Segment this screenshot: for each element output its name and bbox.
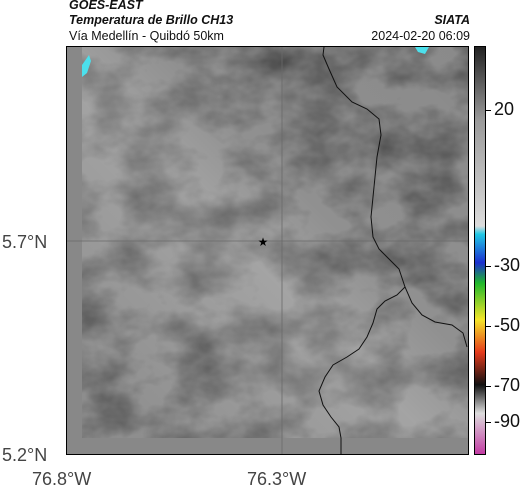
colorbar-label-minus-50: -50 (494, 315, 521, 335)
colorbar-tick-mark (486, 110, 491, 111)
lat-tick-5-7: 5.7°N (2, 232, 48, 252)
colorbar-label-minus-30: -30 (494, 255, 521, 275)
temperature-colorbar (474, 46, 486, 455)
colorbar-label-minus-90: -90 (494, 411, 521, 431)
colorbar-label-20: 20 (494, 99, 515, 119)
lon-tick-76-3: 76.3°W (247, 469, 307, 489)
brightness-temperature-image: ★ (67, 47, 468, 454)
star-icon: ★ (258, 235, 269, 249)
organization-label: SIATA (434, 13, 470, 27)
municipal-boundary (318, 286, 406, 454)
department-boundary (322, 47, 468, 348)
colorbar-label-minus-70: -70 (494, 375, 521, 395)
lon-tick-76-8: 76.8°W (32, 469, 92, 489)
region-subtitle: Vía Medellín - Quibdó 50km (69, 29, 224, 43)
lat-tick-5-2: 5.2°N (2, 445, 48, 465)
datetime-label: 2024-02-20 06:09 (371, 29, 470, 43)
colorbar-tick-mark (486, 266, 491, 267)
image-bright-band (82, 47, 468, 438)
colorbar-tick-mark (486, 326, 491, 327)
satellite-map: ★ (66, 46, 469, 455)
satellite-source: GOES-EAST (69, 0, 143, 12)
colorbar-tick-mark (486, 386, 491, 387)
cold-cloud-spot-left (82, 55, 91, 77)
colorbar-tick-mark (486, 422, 491, 423)
cold-cloud-spot-right (415, 47, 429, 54)
product-title: Temperatura de Brillo CH13 (69, 13, 234, 27)
